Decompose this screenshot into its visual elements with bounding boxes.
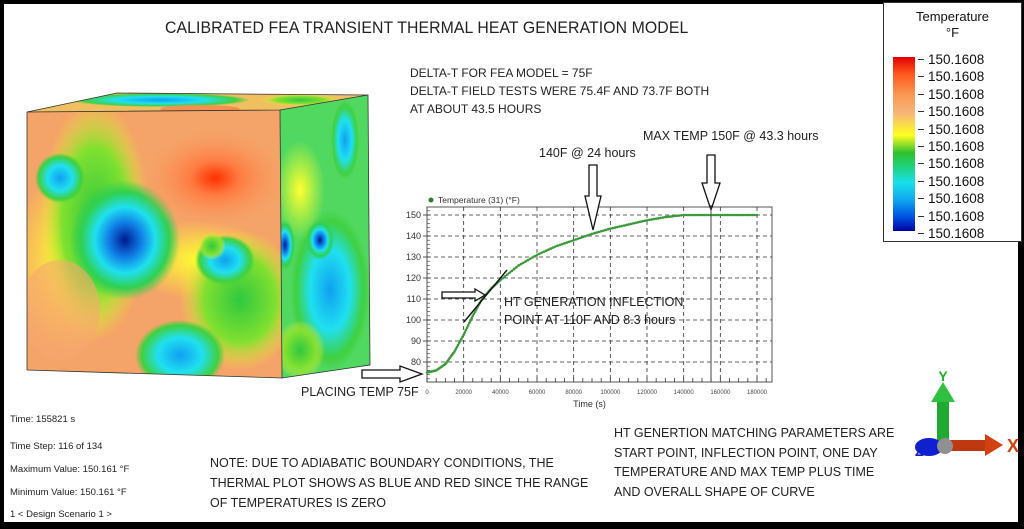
status-time-step: Time Step: 116 of 134 xyxy=(10,441,103,452)
placing-temp-annotation: PLACING TEMP 75F xyxy=(301,385,419,399)
x-tick-label: 160000 xyxy=(710,390,731,396)
legend-ticks: 150.1608 150.1608 150.1608 150.1608 150.… xyxy=(917,51,984,242)
chart-legend: Temperature (31) (°F) xyxy=(438,195,520,205)
x-tick-label: 20000 xyxy=(455,390,472,396)
legend-tick: 150.1608 xyxy=(917,190,984,207)
x-axis-label: X xyxy=(1007,436,1019,456)
x-tick-label: 120000 xyxy=(637,390,658,396)
delta-t-line: DELTA-T FIELD TESTS WERE 75.4F AND 73.7F… xyxy=(410,84,710,98)
z-axis-arrow-icon xyxy=(915,438,943,456)
triad-origin xyxy=(937,438,953,454)
inflection-annotation: HT GENERATION INFLECTION POINT AT 110F A… xyxy=(504,293,683,329)
x-axis-arrow-icon xyxy=(985,434,1003,456)
page-title: CALIBRATED FEA TRANSIENT THERMAL HEAT GE… xyxy=(165,18,689,37)
note-line: OF TEMPERATURES IS ZERO xyxy=(210,496,386,510)
y-axis-label: Y xyxy=(938,370,948,384)
legend-tick: 150.1608 xyxy=(917,208,984,225)
y-axis-arrow-icon xyxy=(931,382,955,402)
y-tick-label: 150 xyxy=(406,210,421,220)
legend-title-line1: Temperature xyxy=(916,9,989,24)
legend-tick: 150.1608 xyxy=(917,138,984,155)
legend-tick: 150.1608 xyxy=(917,173,984,190)
x-tick-label: 140000 xyxy=(674,390,695,396)
x-tick-label: 80000 xyxy=(565,390,582,396)
z-axis-label: Z xyxy=(915,443,924,459)
x-tick-label: 0 xyxy=(425,390,429,396)
adiabatic-note: NOTE: DUE TO ADIABATIC BOUNDARY CONDITIO… xyxy=(210,453,588,513)
x-axis-shaft xyxy=(945,440,987,451)
design-scenario-selector[interactable]: 1 < Design Scenario 1 > xyxy=(10,509,112,520)
inflection-line: HT GENERATION INFLECTION xyxy=(504,295,684,309)
axis-triad: Y X Z xyxy=(915,370,1019,459)
matching-parameters-note: HT GENERTION MATCHING PARAMETERS ARE STA… xyxy=(614,424,894,502)
delta-t-line: DELTA-T FOR FEA MODEL = 75F xyxy=(410,66,593,80)
y-tick-label: 100 xyxy=(406,315,421,325)
max-temp-annotation: MAX TEMP 150F @ 43.3 hours xyxy=(643,129,819,143)
x-axis-title: Time (s) xyxy=(573,399,606,409)
color-legend: Temperature °F 150.1608 150.1608 150.160… xyxy=(883,2,1022,242)
legend-tick: 150.1608 xyxy=(917,225,984,242)
y-tick-label: 110 xyxy=(407,294,421,304)
one-day-annotation: 140F @ 24 hours xyxy=(539,146,636,160)
x-tick-label: 180000 xyxy=(747,390,768,396)
note-line: START POINT, INFLECTION POINT, ONE DAY xyxy=(614,445,878,460)
y-tick-label: 90 xyxy=(411,336,421,346)
legend-tick: 150.1608 xyxy=(917,155,984,172)
note-line: HT GENERTION MATCHING PARAMETERS ARE xyxy=(614,426,895,440)
y-tick-label: 80 xyxy=(411,357,421,367)
legend-tick: 150.1608 xyxy=(917,121,984,138)
thermal-cube-plot xyxy=(26,92,371,379)
inflection-line: POINT AT 110F AND 8.3 hours xyxy=(504,313,676,327)
legend-tick: 150.1608 xyxy=(917,86,984,103)
right-border xyxy=(1018,0,1024,529)
legend-tick: 150.1608 xyxy=(917,103,984,120)
legend-marker-icon xyxy=(428,197,434,203)
y-axis-shaft xyxy=(937,400,949,446)
color-bar xyxy=(893,57,915,231)
x-tick-label: 100000 xyxy=(600,390,621,396)
y-tick-label: 140 xyxy=(406,231,421,241)
y-tick-label: 130 xyxy=(406,252,421,262)
legend-tick: 150.1608 xyxy=(917,68,984,85)
status-min-value: Minimum Value: 150.161 °F xyxy=(10,487,127,498)
note-line: NOTE: DUE TO ADIABATIC BOUNDARY CONDITIO… xyxy=(210,456,554,470)
legend-tick: 150.1608 xyxy=(917,51,984,68)
y-tick-label: 120 xyxy=(406,273,421,283)
legend-unit: °F xyxy=(945,25,960,40)
legend-title: Temperature °F xyxy=(884,9,1021,41)
x-tick-label: 40000 xyxy=(492,390,509,396)
status-time: Time: 155821 s xyxy=(10,414,76,425)
x-tick-label: 60000 xyxy=(529,390,546,396)
note-line: THERMAL PLOT SHOWS AS BLUE AND RED SINCE… xyxy=(210,476,589,490)
note-line: AND OVERALL SHAPE OF CURVE xyxy=(614,484,815,499)
status-max-value: Maximum Value: 150.161 °F xyxy=(10,464,130,475)
note-line: TEMPERATURE AND MAX TEMP PLUS TIME xyxy=(614,465,875,479)
delta-t-line: AT ABOUT 43.5 HOURS xyxy=(410,102,542,116)
delta-t-annotation: DELTA-T FOR FEA MODEL = 75F DELTA-T FIEL… xyxy=(410,64,709,118)
